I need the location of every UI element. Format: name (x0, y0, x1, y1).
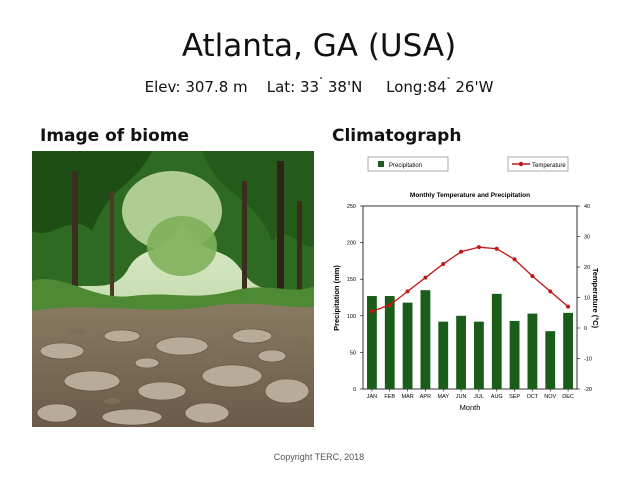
x-tick-label: SEP (509, 394, 520, 400)
legend-precipitation-label: Precipitation (389, 163, 422, 169)
x-tick-label: MAR (401, 394, 413, 400)
temperature-point (530, 274, 535, 279)
biome-heading: Image of biome (40, 126, 190, 146)
temperature-point (459, 249, 464, 254)
precipitation-bar (420, 290, 431, 389)
y2-tick-label: 20 (584, 265, 590, 271)
x-tick-label: DEC (562, 394, 574, 400)
y2-tick-label: 0 (584, 326, 587, 332)
precipitation-bar (367, 296, 377, 389)
y2-tick-label: 10 (584, 296, 590, 302)
y-tick-label: 150 (347, 277, 356, 283)
x-tick-label: NOV (544, 394, 556, 400)
temperature-point (494, 246, 499, 251)
x-tick-label: MAY (437, 394, 449, 400)
y-tick-label: 100 (347, 314, 356, 320)
temperature-point (566, 304, 571, 309)
y-tick-label: 250 (347, 204, 356, 210)
y-axis-label: Precipitation (mm) (332, 265, 341, 331)
precipitation-bar (384, 296, 395, 389)
x-tick-label: APR (420, 394, 431, 400)
degree-mark: ˚ (446, 77, 451, 86)
x-tick-label: OCT (527, 394, 539, 400)
temperature-point (405, 289, 410, 294)
precipitation-bar (491, 293, 502, 389)
temperature-point (387, 303, 392, 308)
y2-tick-label: -10 (584, 357, 592, 363)
legend-temperature-box (507, 156, 569, 172)
legend-precipitation-box (367, 156, 449, 172)
x-tick-label: JAN (367, 394, 377, 400)
precipitation-bar (563, 312, 573, 389)
precipitation-bar (545, 331, 556, 389)
degree-mark: ˚ (319, 77, 324, 86)
y2-tick-label: -20 (584, 387, 592, 393)
precipitation-bar (509, 320, 520, 389)
y2-tick-label: 40 (584, 204, 590, 210)
precipitation-bar (456, 315, 466, 389)
temperature-point (548, 289, 553, 294)
elevation-text: Elev: 307.8 m (144, 78, 248, 96)
x-tick-label: JUL (474, 394, 484, 400)
x-tick-label: AUG (491, 394, 503, 400)
temperature-point (369, 309, 374, 314)
temperature-point (423, 275, 428, 280)
climatograph-chart: Precipitation Temperature Monthly Temper… (332, 156, 600, 411)
x-tick-label: JUN (456, 394, 467, 400)
precipitation-bar (474, 321, 484, 389)
legend-temperature-marker (518, 161, 524, 167)
page-title: Atlanta, GA (USA) (181, 28, 457, 64)
legend-precipitation-swatch (378, 161, 384, 167)
climatograph-heading: Climatograph (332, 126, 462, 146)
y2-tick-label: 30 (584, 235, 590, 241)
location-info: Elev: 307.8 m Lat: 33˚ 38'N Long:84˚ 26'… (0, 72, 638, 97)
temperature-point (441, 261, 446, 266)
precipitation-bar (527, 313, 538, 389)
biome-photo (32, 151, 314, 427)
legend-temperature-label: Temperature (532, 163, 566, 169)
x-axis-label: Month (460, 403, 481, 411)
y2-axis-label: Temperature (°C) (591, 268, 600, 329)
copyright-text: Copyright TERC, 2018 (273, 452, 365, 462)
precipitation-bar (402, 302, 413, 389)
precipitation-bar (438, 321, 449, 389)
temperature-point (476, 245, 481, 250)
temperature-point (512, 257, 517, 262)
x-tick-label: FEB (384, 394, 395, 400)
longitude-text: Long:84˚ 26'W (386, 77, 494, 96)
temperature-line (371, 246, 569, 312)
y-tick-label: 50 (350, 350, 356, 356)
y-tick-label: 0 (353, 387, 356, 393)
chart-title: Monthly Temperature and Precipitation (410, 192, 530, 199)
latitude-text: Lat: 33˚ 38'N (266, 77, 363, 96)
plot-area (362, 205, 578, 390)
y-tick-label: 200 (347, 241, 356, 247)
